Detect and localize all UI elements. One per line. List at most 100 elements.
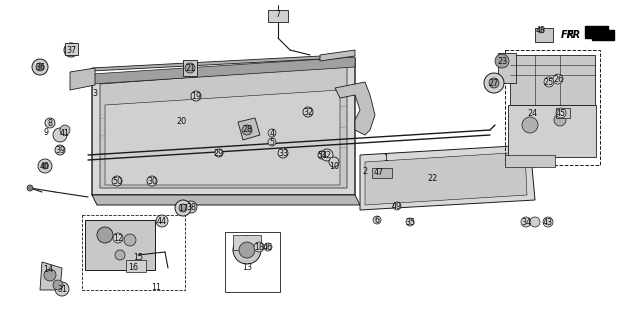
Polygon shape [510,55,595,105]
Text: 6: 6 [374,215,379,225]
Circle shape [553,74,563,84]
Text: 28: 28 [242,124,252,133]
Polygon shape [105,90,340,185]
Text: 29: 29 [214,148,224,157]
Circle shape [42,163,48,169]
Text: 48: 48 [536,26,546,35]
Text: 1: 1 [384,154,389,163]
Polygon shape [238,118,260,140]
Circle shape [373,216,381,224]
Circle shape [264,243,272,251]
Polygon shape [100,66,347,188]
Text: 5: 5 [270,138,275,147]
Text: 40: 40 [40,162,50,171]
Text: 7: 7 [275,10,281,19]
Text: 42: 42 [322,150,332,159]
Circle shape [268,129,276,137]
Circle shape [530,217,540,227]
Polygon shape [505,155,555,167]
Circle shape [112,176,122,186]
Polygon shape [40,262,62,290]
Circle shape [484,73,504,93]
Text: 12: 12 [113,234,123,243]
Circle shape [44,269,56,281]
Circle shape [32,59,48,75]
Polygon shape [335,82,375,135]
Polygon shape [268,10,288,22]
Polygon shape [85,220,155,270]
Circle shape [538,27,544,33]
Circle shape [254,242,264,252]
Text: 2: 2 [363,166,368,175]
Text: 37: 37 [66,45,76,54]
Text: 51: 51 [317,150,327,159]
Circle shape [185,201,197,213]
Polygon shape [535,28,553,42]
Text: 18: 18 [254,243,264,252]
Text: 31: 31 [57,284,67,293]
Circle shape [521,217,531,227]
Text: 8: 8 [48,118,53,127]
Polygon shape [65,43,78,55]
Text: 19: 19 [191,92,201,100]
Text: 23: 23 [497,57,507,66]
Circle shape [215,149,223,157]
Text: 41: 41 [60,129,70,138]
Polygon shape [92,58,355,195]
Circle shape [393,202,401,210]
Circle shape [53,128,67,142]
Polygon shape [183,60,197,76]
Circle shape [53,280,63,290]
Circle shape [242,125,252,135]
Polygon shape [498,53,516,83]
Polygon shape [508,105,596,157]
Text: 13: 13 [242,262,252,271]
Text: 36: 36 [35,62,45,71]
Circle shape [60,125,70,135]
Polygon shape [92,195,360,205]
Text: FR: FR [567,30,581,40]
Polygon shape [92,55,340,71]
Circle shape [113,233,123,243]
Circle shape [36,63,44,71]
Text: 24: 24 [527,108,537,117]
Text: FR: FR [561,30,575,40]
Text: 33: 33 [278,148,288,157]
Polygon shape [70,68,95,90]
Circle shape [318,151,326,159]
Circle shape [156,215,168,227]
Circle shape [543,217,553,227]
Polygon shape [372,168,392,178]
Text: 32: 32 [303,108,313,116]
Text: 49: 49 [392,202,402,211]
Text: 11: 11 [151,283,161,292]
Circle shape [45,118,55,128]
Polygon shape [365,152,527,205]
Circle shape [38,159,52,173]
Circle shape [329,157,339,167]
Circle shape [97,227,113,243]
Circle shape [55,145,65,155]
Text: 46: 46 [263,243,273,252]
Circle shape [185,63,195,73]
Polygon shape [233,235,261,250]
Circle shape [554,114,566,126]
Circle shape [239,242,255,258]
Polygon shape [556,108,570,118]
Circle shape [147,176,157,186]
Text: 16: 16 [128,262,138,271]
Text: 21: 21 [185,63,195,73]
Text: 14: 14 [43,266,53,275]
Text: 27: 27 [489,78,499,87]
Text: 22: 22 [428,173,438,182]
Text: 50: 50 [112,177,122,186]
Text: 20: 20 [176,116,186,125]
Polygon shape [592,30,614,40]
Polygon shape [585,26,608,38]
Circle shape [64,43,78,57]
Text: 47: 47 [374,167,384,177]
Text: 34: 34 [521,218,531,227]
Circle shape [191,91,201,101]
Circle shape [55,282,69,296]
Polygon shape [126,260,146,272]
